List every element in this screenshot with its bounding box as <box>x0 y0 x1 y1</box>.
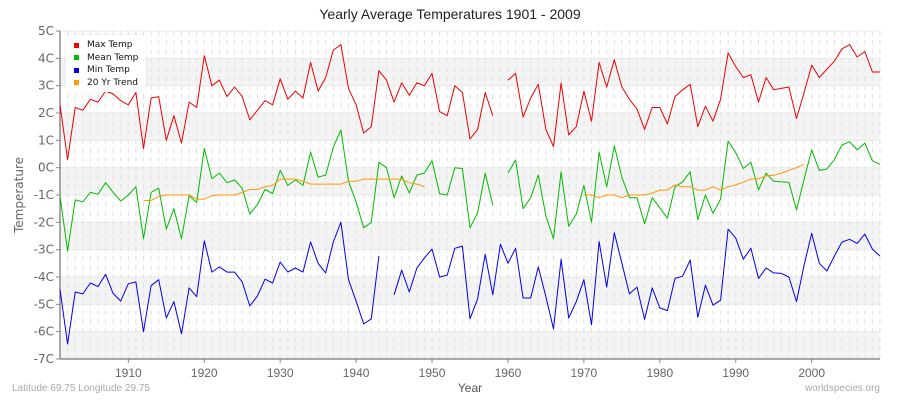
legend: Max Temp Mean Temp Min Temp 20 Yr Trend <box>66 35 147 92</box>
legend-label: Min Temp <box>87 65 130 76</box>
y-tick-label: -4C <box>34 270 54 284</box>
x-tick-label: 1950 <box>419 366 446 380</box>
y-axis-label: Temperature <box>12 157 26 234</box>
legend-label: 20 Yr Trend <box>87 77 139 88</box>
x-tick-label: 1960 <box>495 366 522 380</box>
legend-swatch-mean <box>74 55 79 61</box>
y-tick-label: 3C <box>38 79 54 93</box>
series-line-min-temp <box>59 221 380 345</box>
y-tick-label: -1C <box>34 188 54 202</box>
y-tick-label: -2C <box>34 215 54 229</box>
series-line-20-yr-trend <box>583 163 805 199</box>
x-tick-label: 1990 <box>722 366 749 380</box>
legend-item-max[interactable]: Max Temp <box>74 39 138 52</box>
y-tick-label: 0C <box>38 161 54 175</box>
y-tick-label: -5C <box>34 297 54 311</box>
x-tick-label: 1910 <box>115 366 142 380</box>
series-line-max-temp <box>507 44 880 148</box>
y-tick-label: -3C <box>34 243 54 257</box>
legend-swatch-trend <box>74 80 79 86</box>
x-tick-label: 1970 <box>571 366 598 380</box>
legend-label: Max Temp <box>87 40 133 51</box>
x-tick-label: 2000 <box>798 366 825 380</box>
series-line-max-temp <box>59 44 494 160</box>
legend-swatch-min <box>74 67 79 73</box>
location-caption: Latitude 69.75 Longitude 29.75 <box>12 383 150 394</box>
legend-item-mean[interactable]: Mean Temp <box>74 52 138 65</box>
data-series <box>59 44 881 345</box>
x-tick-label: 1980 <box>646 366 673 380</box>
legend-label: Mean Temp <box>87 52 139 63</box>
chart-title: Yearly Average Temperatures 1901 - 2009 <box>319 6 581 22</box>
y-tick-label: -6C <box>34 325 54 339</box>
y-tick-label: -7C <box>34 352 54 366</box>
series-line-min-temp <box>393 228 881 330</box>
x-axis-label: Year <box>458 381 482 395</box>
y-tick-label: 5C <box>38 24 54 38</box>
x-tick-label: 1920 <box>191 366 218 380</box>
legend-swatch-max <box>74 42 79 48</box>
legend-item-trend[interactable]: 20 Yr Trend <box>74 77 138 90</box>
legend-item-min[interactable]: Min Temp <box>74 64 138 77</box>
series-line-mean-temp <box>507 140 881 240</box>
x-tick-label: 1930 <box>267 366 294 380</box>
y-axis-ticks: 5C 4C 3C 2C 1C 0C -1C -2C -3C -4C -5C -6C -7C <box>34 24 60 366</box>
series-line-20-yr-trend <box>143 178 425 201</box>
source-credit[interactable]: worldspecies.org <box>804 383 880 394</box>
y-tick-label: 4C <box>38 51 54 65</box>
x-tick-label: 1940 <box>343 366 370 380</box>
y-tick-label: 2C <box>38 106 54 120</box>
y-tick-label: 1C <box>38 133 54 147</box>
x-axis-ticks: 1910 1920 1930 1940 1950 1960 1970 1980 1990 2000 <box>115 359 825 380</box>
